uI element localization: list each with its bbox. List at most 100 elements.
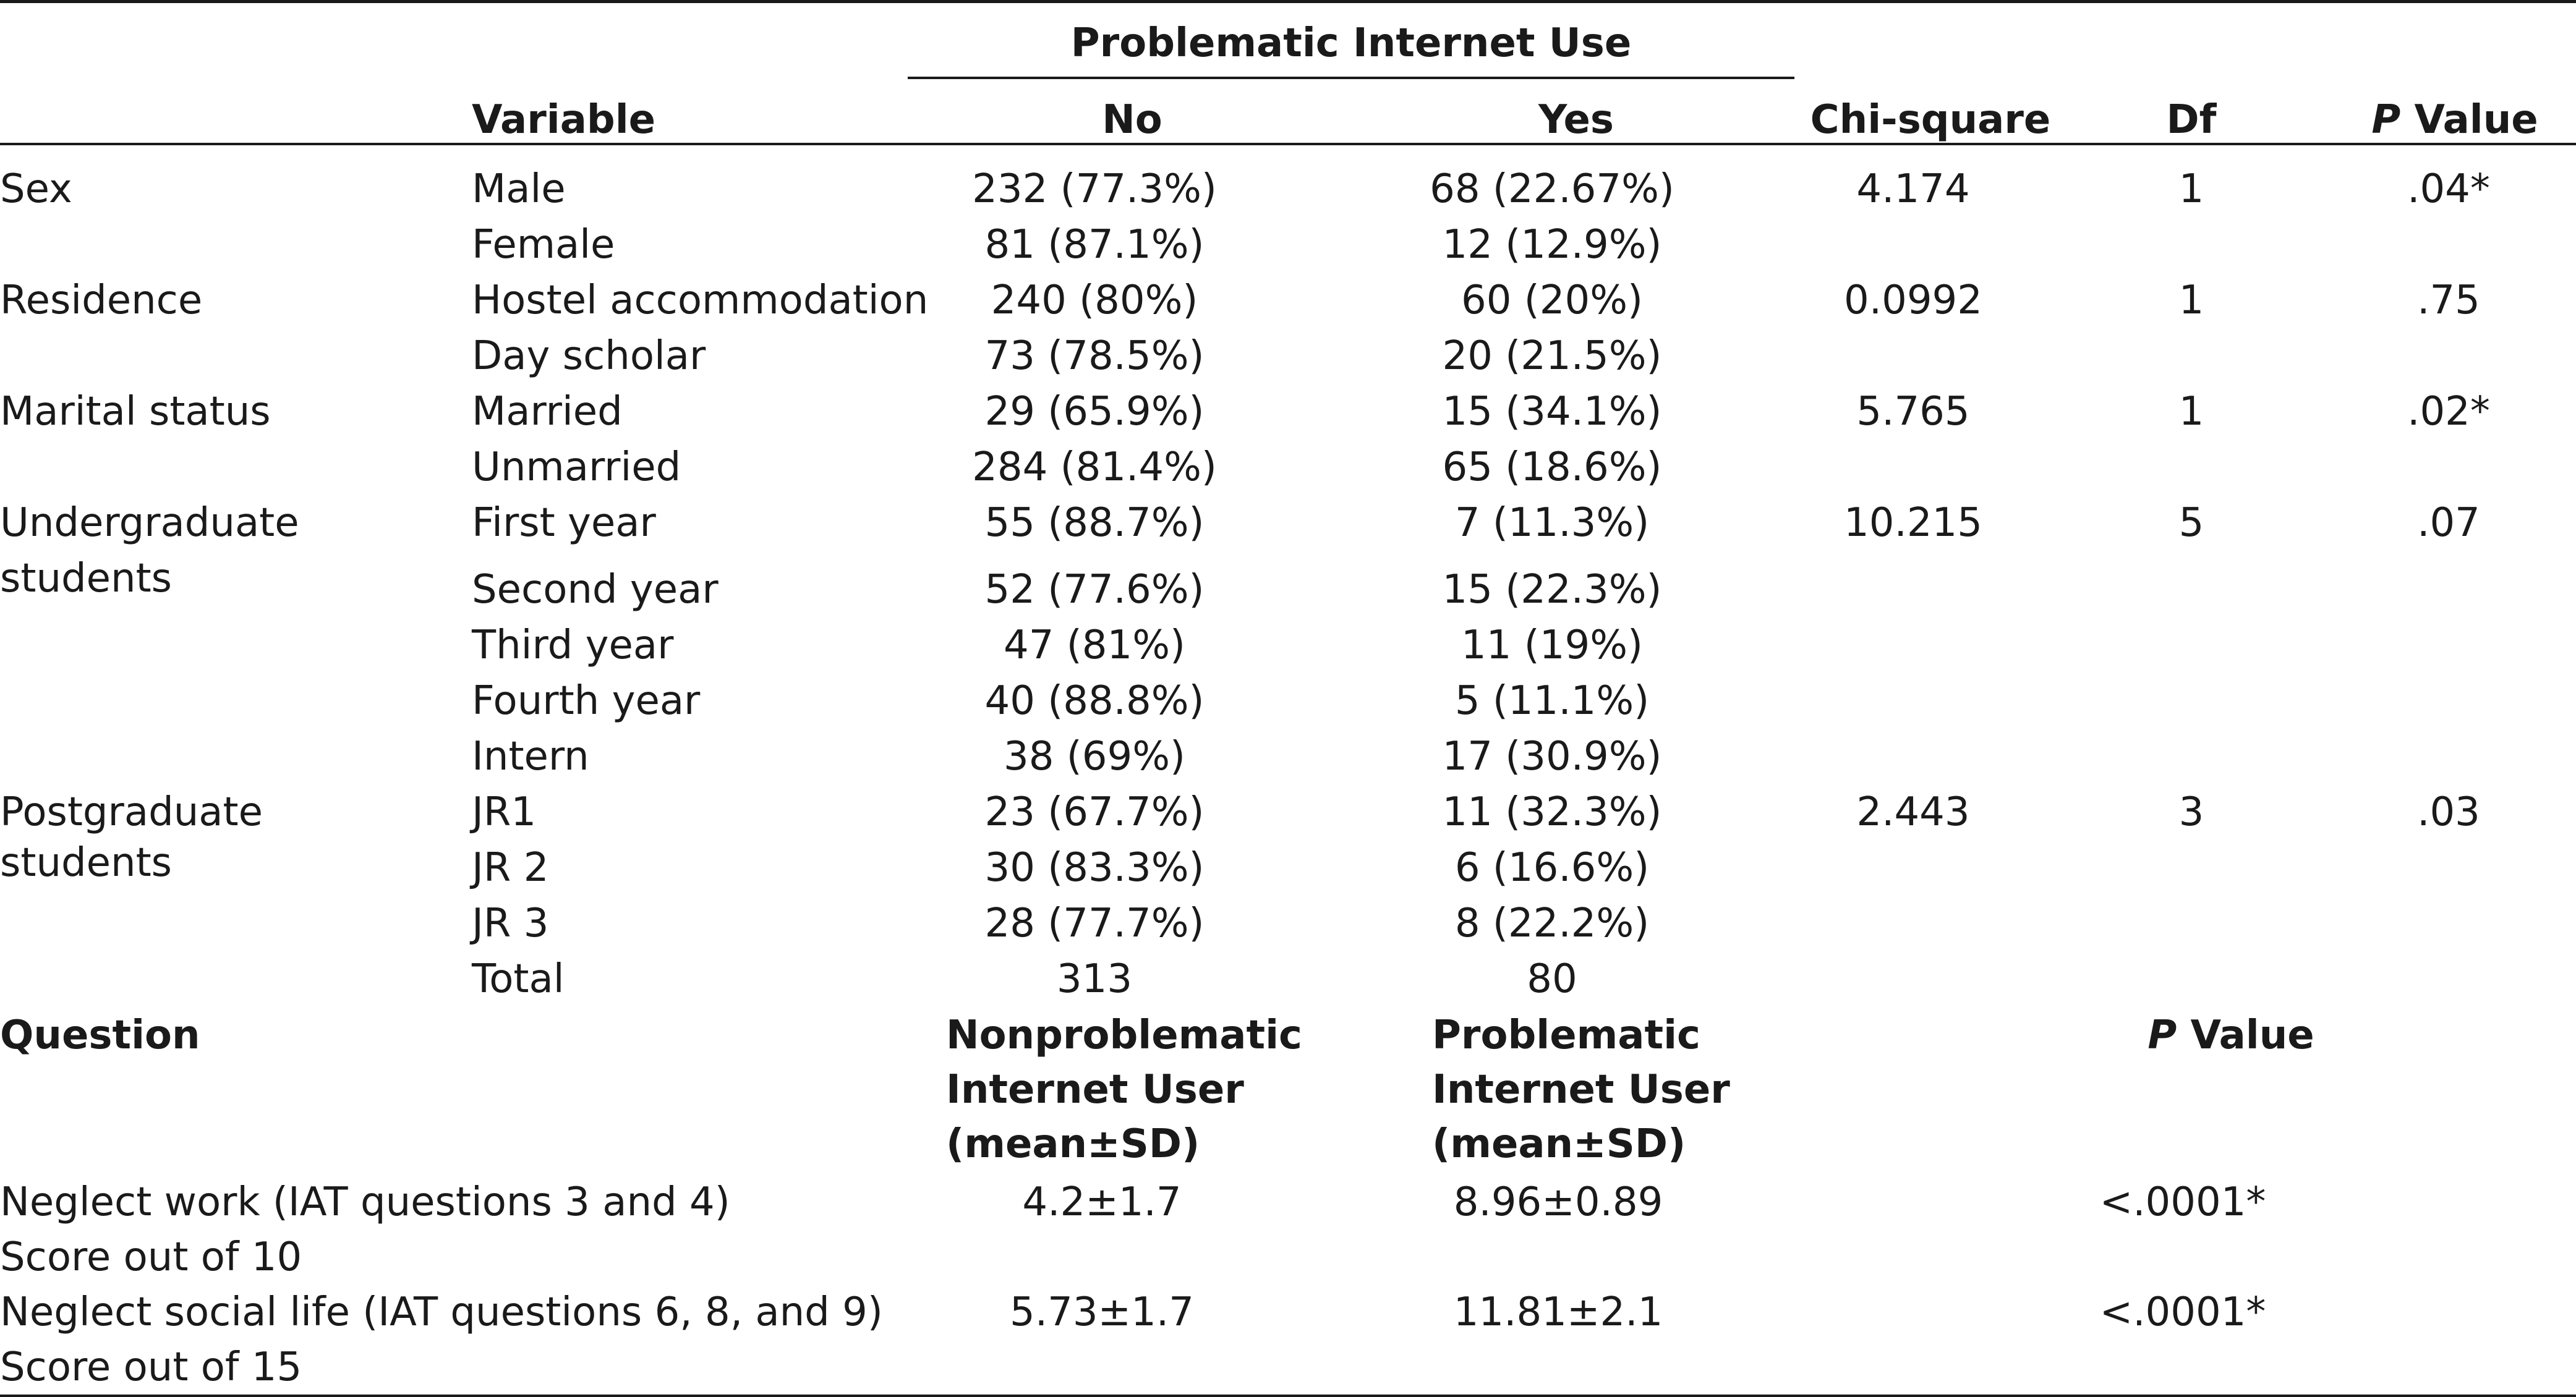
col-header-yes: Yes (1538, 97, 1614, 143)
col-header-problematic-1: Problematic (1432, 1013, 1700, 1058)
cell-p-value: <.0001* (2099, 1179, 2266, 1225)
cell-no: 38 (69%) (1004, 734, 1185, 779)
cell-yes: 80 (1527, 956, 1577, 1002)
cell-variable: Married (472, 389, 623, 435)
cell-no: 55 (88.7%) (984, 500, 1205, 546)
cell-yes: 15 (34.1%) (1442, 389, 1662, 435)
cell-no: 29 (65.9%) (984, 389, 1205, 435)
cell-score-note: Score out of 15 (0, 1344, 302, 1390)
cell-df: 1 (2178, 166, 2204, 212)
p-rest: Value (2400, 97, 2538, 143)
cell-no: 47 (81%) (1004, 622, 1185, 668)
group-header: Problematic Internet Use (1070, 20, 1632, 66)
group-underline (908, 77, 1794, 79)
cell-variable: Second year (472, 567, 719, 613)
cell-yes: 5 (11.1%) (1454, 678, 1650, 724)
cell-chi-square: 4.174 (1856, 166, 1970, 212)
cell-chi-square: 5.765 (1856, 389, 1970, 435)
cell-variable: Male (472, 166, 566, 212)
cell-no: 40 (88.8%) (984, 678, 1205, 724)
col-header-df: Df (2166, 97, 2217, 143)
cell-p-value: .03 (2417, 789, 2480, 835)
cell-yes: 11 (19%) (1461, 622, 1643, 668)
cell-p-value: .04* (2407, 166, 2490, 212)
p-italic-2: P (2147, 1013, 2177, 1058)
cell-variable: JR 3 (472, 901, 549, 946)
cell-no: 30 (83.3%) (984, 845, 1205, 891)
col-header-problematic-2: Internet User (1432, 1067, 1730, 1113)
cell-df: 1 (2178, 389, 2204, 435)
cell-yes: 8 (22.2%) (1454, 901, 1650, 946)
cell-variable: Day scholar (472, 333, 706, 379)
cell-no: 313 (1056, 956, 1133, 1002)
p-rest-2: Value (2177, 1013, 2314, 1058)
cell-group: Undergraduate (0, 500, 299, 546)
cell-p-value: .07 (2417, 500, 2480, 546)
col-header-question: Question (0, 1013, 200, 1058)
cell-question: Neglect work (IAT questions 3 and 4) (0, 1179, 730, 1225)
cell-p-value: .02* (2407, 389, 2490, 435)
cell-group: students (0, 556, 172, 601)
cell-yes: 15 (22.3%) (1442, 567, 1662, 613)
cell-question: Neglect social life (IAT questions 6, 8,… (0, 1289, 883, 1335)
col-header-variable: Variable (472, 97, 656, 143)
cell-nonproblematic: 4.2±1.7 (1022, 1179, 1182, 1225)
cell-p-value: .75 (2417, 278, 2480, 323)
cell-nonproblematic: 5.73±1.7 (1010, 1289, 1194, 1335)
col-header-chi-square: Chi-square (1810, 97, 2051, 143)
cell-group: students (0, 840, 172, 886)
header-rule (0, 143, 2576, 145)
cell-chi-square: 10.215 (1844, 500, 1982, 546)
cell-p-value: <.0001* (2099, 1289, 2266, 1335)
cell-df: 3 (2178, 789, 2204, 835)
cell-variable: First year (472, 500, 656, 546)
cell-yes: 6 (16.6%) (1454, 845, 1650, 891)
cell-yes: 68 (22.67%) (1430, 166, 1674, 212)
cell-no: 284 (81.4%) (972, 444, 1217, 490)
cell-variable: Total (472, 956, 565, 1002)
cell-variable: Fourth year (472, 678, 701, 724)
cell-yes: 65 (18.6%) (1442, 444, 1662, 490)
col-header-no: No (1102, 97, 1162, 143)
cell-variable: Hostel accommodation (472, 278, 929, 323)
cell-chi-square: 2.443 (1856, 789, 1970, 835)
cell-no: 28 (77.7%) (984, 901, 1205, 946)
cell-yes: 17 (30.9%) (1442, 734, 1662, 779)
cell-no: 232 (77.3%) (972, 166, 1217, 212)
cell-yes: 11 (32.3%) (1442, 789, 1662, 835)
cell-df: 1 (2178, 278, 2204, 323)
cell-chi-square: 0.0992 (1844, 278, 1982, 323)
cell-no: 23 (67.7%) (984, 789, 1205, 835)
col-header-nonproblematic-1: Nonproblematic (946, 1013, 1302, 1058)
cell-no: 81 (87.1%) (984, 222, 1205, 268)
cell-no: 52 (77.6%) (984, 567, 1205, 613)
p-italic: P (2371, 97, 2401, 143)
col-header-p-value-2: P Value (2147, 1016, 2314, 1055)
cell-score-note: Score out of 10 (0, 1234, 302, 1280)
top-rule (0, 0, 2576, 3)
col-header-problematic-3: (mean±SD) (1432, 1121, 1686, 1167)
cell-group: Residence (0, 278, 203, 323)
cell-group: Postgraduate (0, 789, 263, 835)
cell-variable: JR1 (472, 789, 537, 835)
cell-yes: 60 (20%) (1461, 278, 1643, 323)
cell-group: Sex (0, 166, 72, 212)
cell-problematic: 8.96±0.89 (1453, 1179, 1663, 1225)
cell-group: Marital status (0, 389, 271, 435)
col-header-nonproblematic-3: (mean±SD) (946, 1121, 1200, 1167)
cell-yes: 12 (12.9%) (1442, 222, 1662, 268)
cell-variable: Female (472, 222, 615, 268)
cell-variable: JR 2 (472, 845, 549, 891)
cell-no: 73 (78.5%) (984, 333, 1205, 379)
cell-yes: 7 (11.3%) (1454, 500, 1650, 546)
col-header-p-value: P Value (2371, 100, 2538, 140)
cell-yes: 20 (21.5%) (1442, 333, 1662, 379)
col-header-nonproblematic-2: Internet User (946, 1067, 1244, 1113)
cell-no: 240 (80%) (991, 278, 1198, 323)
bottom-rule (0, 1395, 2576, 1397)
cell-variable: Unmarried (472, 444, 681, 490)
cell-variable: Intern (472, 734, 589, 779)
cell-problematic: 11.81±2.1 (1453, 1289, 1663, 1335)
cell-variable: Third year (472, 622, 674, 668)
